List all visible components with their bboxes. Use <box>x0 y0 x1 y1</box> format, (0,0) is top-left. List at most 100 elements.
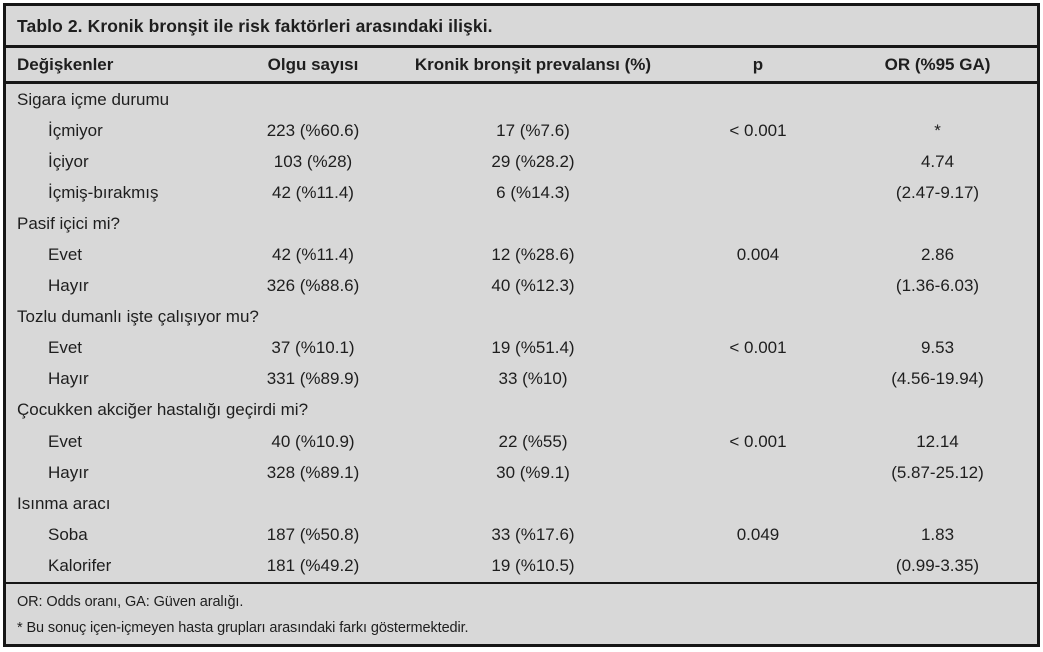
prevalence-cell <box>388 208 678 239</box>
data-row: İçiyor 103 (%28) 29 (%28.2) 4.74 <box>6 146 1037 177</box>
group-header-row: Pasif içici mi? <box>6 208 1037 239</box>
row-label: Hayır <box>48 462 89 482</box>
p-value-cell <box>678 457 838 488</box>
data-row: Soba 187 (%50.8) 33 (%17.6) 0.049 1.83 <box>6 519 1037 550</box>
p-value-cell: 0.049 <box>736 524 780 544</box>
col-header-variables: Değişkenler <box>6 48 238 84</box>
p-value-cell <box>678 550 838 581</box>
row-label: İçmiyor <box>48 120 103 140</box>
prevalence-cell: 19 (%51.4) <box>491 338 575 358</box>
data-row: Hayır 326 (%88.6) 40 (%12.3) (1.36-6.03) <box>6 271 1037 302</box>
case-count-cell: 181 (%49.2) <box>266 555 360 575</box>
case-count-cell: 326 (%88.6) <box>266 276 360 296</box>
row-label: Kalorifer <box>48 555 112 575</box>
p-value-cell <box>678 177 838 208</box>
p-value-cell <box>678 146 838 177</box>
data-row: İçmiş-bırakmış 42 (%11.4) 6 (%14.3) (2.47-9… <box>6 177 1037 208</box>
odds-ratio-cell <box>838 488 1037 519</box>
data-row: Evet 37 (%10.1) 19 (%51.4) < 0.001 9.53 <box>6 333 1037 364</box>
case-count-cell: 103 (%28) <box>273 151 353 171</box>
prevalence-cell: 19 (%10.5) <box>491 555 575 575</box>
group-header-row: Çocukken akciğer hastalığı geçirdi mi? <box>6 395 1037 426</box>
p-value-cell <box>678 83 838 116</box>
odds-ratio-cell <box>838 83 1037 116</box>
header-row: Değişkenler Olgu sayısı Kronik bronşit p… <box>6 48 1037 84</box>
p-value-cell: < 0.001 <box>729 338 787 358</box>
p-value-cell <box>678 271 838 302</box>
p-value-cell <box>678 488 838 519</box>
row-label: Çocukken akciğer hastalığı geçirdi mi? <box>17 400 309 420</box>
prevalence-cell <box>388 302 678 333</box>
prevalence-cell: 6 (%14.3) <box>496 182 570 202</box>
col-header-odds-ratio: OR (%95 GA) <box>838 48 1037 84</box>
odds-ratio-cell: 1.83 <box>920 524 955 544</box>
odds-ratio-cell: (2.47-9.17) <box>895 182 980 202</box>
prevalence-cell: 17 (%7.6) <box>496 120 570 140</box>
odds-ratio-cell: (0.99-3.35) <box>895 555 980 575</box>
col-header-case-count: Olgu sayısı <box>238 48 388 84</box>
data-row: Hayır 328 (%89.1) 30 (%9.1) (5.87-25.12) <box>6 457 1037 488</box>
prevalence-cell: 22 (%55) <box>498 431 568 451</box>
odds-ratio-cell: (4.56-19.94) <box>891 369 984 389</box>
row-label: Evet <box>48 431 83 451</box>
footnotes: OR: Odds oranı, GA: Güven aralığı. * Bu … <box>6 581 1037 645</box>
odds-ratio-cell: (1.36-6.03) <box>895 276 980 296</box>
odds-ratio-cell: (5.87-25.12) <box>891 462 984 482</box>
row-label: İçiyor <box>48 151 89 171</box>
case-count-cell: 42 (%11.4) <box>272 182 354 202</box>
row-label: Sigara içme durumu <box>17 89 170 109</box>
p-value-cell <box>678 364 838 395</box>
group-header-row: Isınma aracı <box>6 488 1037 519</box>
footnote-abbreviations: OR: Odds oranı, GA: Güven aralığı. <box>17 593 244 610</box>
col-header-p-value: p <box>678 48 838 84</box>
prevalence-cell: 33 (%10) <box>498 369 568 389</box>
row-label: Tozlu dumanlı işte çalışıyor mu? <box>17 307 259 327</box>
case-count-cell <box>238 302 388 333</box>
p-value-cell: 0.004 <box>736 245 780 265</box>
row-label: İçmiş-bırakmış <box>48 182 159 202</box>
table-title: Tablo 2. Kronik bronşit ile risk faktörl… <box>6 6 1037 48</box>
odds-ratio-cell: 4.74 <box>920 151 955 171</box>
row-label: Evet <box>48 338 83 358</box>
data-row: Kalorifer 181 (%49.2) 19 (%10.5) (0.99-3.35… <box>6 550 1037 581</box>
odds-ratio-cell: * <box>934 120 941 140</box>
case-count-cell: 42 (%11.4) <box>272 245 354 265</box>
group-header-row: Tozlu dumanlı işte çalışıyor mu? <box>6 302 1037 333</box>
p-value-cell <box>678 395 838 426</box>
prevalence-cell <box>388 395 678 426</box>
case-count-cell <box>238 83 388 116</box>
row-label: Hayır <box>48 369 89 389</box>
footnote-asterisk: * Bu sonuç içen-içmeyen hasta grupları a… <box>17 619 469 636</box>
odds-ratio-cell: 2.86 <box>920 245 955 265</box>
row-label: Evet <box>48 245 83 265</box>
odds-ratio-cell: 9.53 <box>920 338 955 358</box>
prevalence-cell <box>388 83 678 116</box>
row-label: Hayır <box>48 276 89 296</box>
row-label: Pasif içici mi? <box>17 213 120 233</box>
odds-ratio-cell: 12.14 <box>916 431 959 451</box>
data-row: İçmiyor 223 (%60.6) 17 (%7.6) < 0.001 * <box>6 115 1037 146</box>
risk-factors-table: Değişkenler Olgu sayısı Kronik bronşit p… <box>6 48 1037 582</box>
prevalence-cell: 33 (%17.6) <box>491 524 575 544</box>
case-count-cell: 223 (%60.6) <box>266 120 360 140</box>
p-value-cell <box>678 208 838 239</box>
group-header-row: Sigara içme durumu <box>6 83 1037 116</box>
row-label: Soba <box>48 524 88 544</box>
p-value-cell: < 0.001 <box>729 120 787 140</box>
prevalence-cell: 29 (%28.2) <box>491 151 575 171</box>
col-header-prevalence: Kronik bronşit prevalansı (%) <box>388 48 678 84</box>
prevalence-cell: 30 (%9.1) <box>496 462 570 482</box>
case-count-cell: 328 (%89.1) <box>266 462 360 482</box>
p-value-cell: < 0.001 <box>729 431 787 451</box>
case-count-cell: 37 (%10.1) <box>271 338 355 358</box>
table-header: Değişkenler Olgu sayısı Kronik bronşit p… <box>6 48 1037 84</box>
table-body: Sigara içme durumu İçmiyor 223 (%60.6) 17 (… <box>6 83 1037 582</box>
p-value-cell <box>678 302 838 333</box>
row-label: Isınma aracı <box>17 493 111 513</box>
table-2-frame: Tablo 2. Kronik bronşit ile risk faktörl… <box>3 3 1040 647</box>
data-row: Hayır 331 (%89.9) 33 (%10) (4.56-19.94) <box>6 364 1037 395</box>
data-row: Evet 40 (%10.9) 22 (%55) < 0.001 12.14 <box>6 426 1037 457</box>
odds-ratio-cell <box>838 395 1037 426</box>
odds-ratio-cell <box>838 302 1037 333</box>
